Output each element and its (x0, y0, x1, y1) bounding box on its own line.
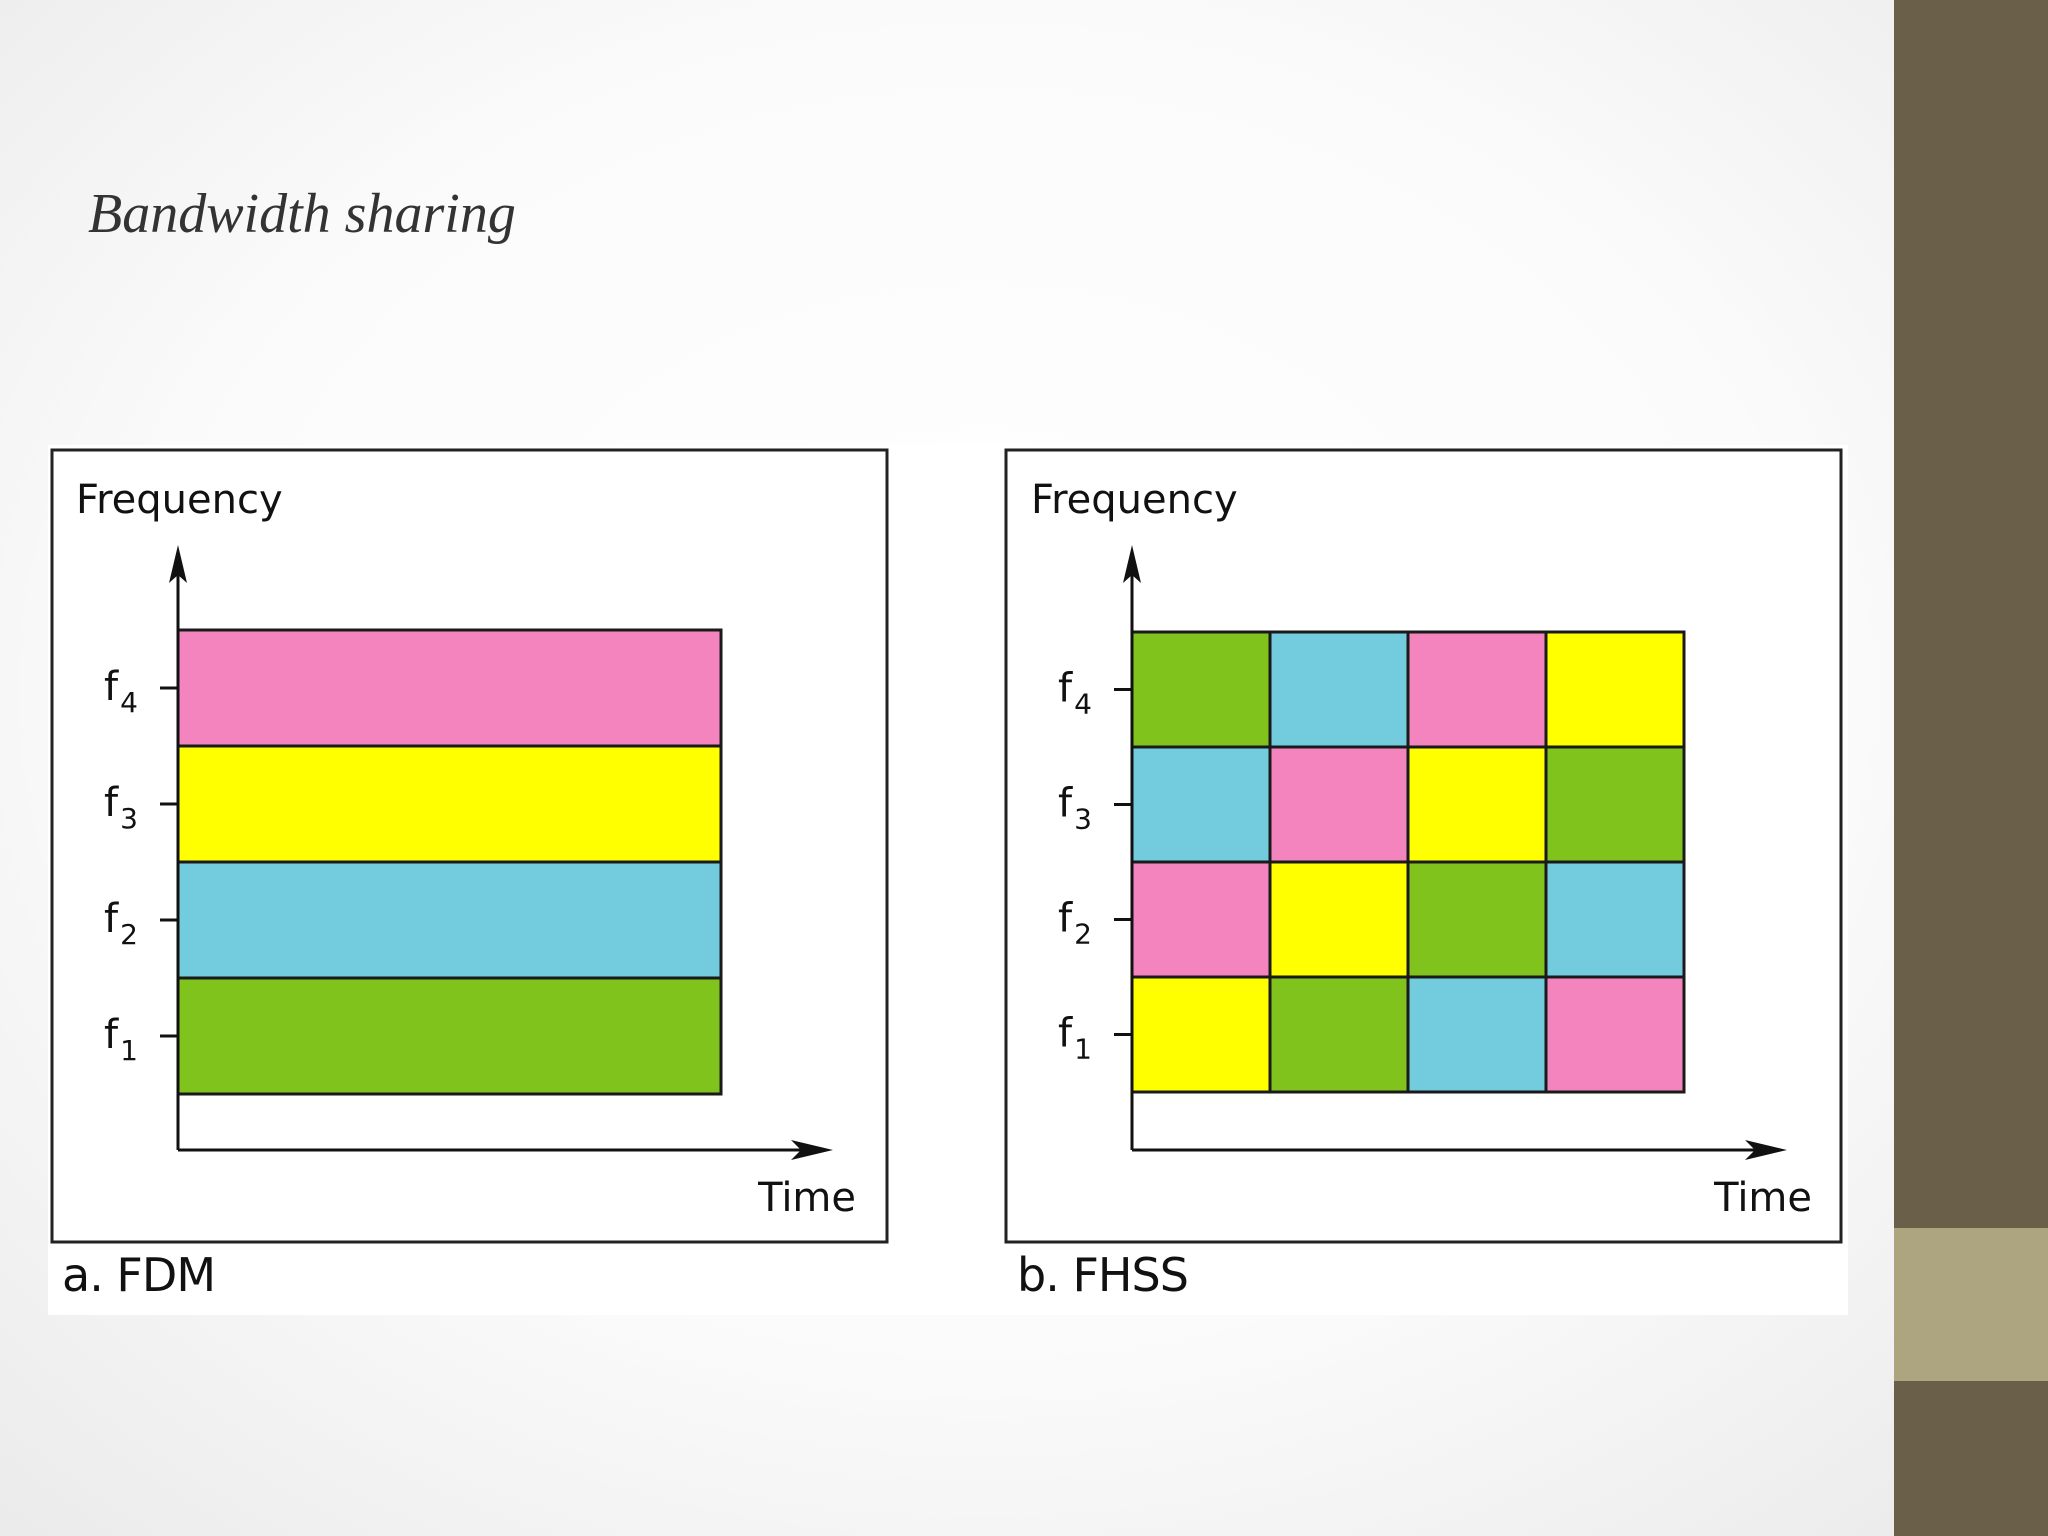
fhss-hop-cell (1544, 860, 1686, 979)
fhss-hop-cell (1406, 975, 1548, 1094)
fdm-band-f2 (176, 860, 723, 980)
fhss-hop-cell (1406, 630, 1548, 749)
fhss-y-axis-label: Frequency (1031, 477, 1238, 523)
fdm-caption: a. FDM (62, 1248, 216, 1302)
fhss-tick-label-f1: f1 (1058, 1011, 1092, 1066)
fdm-band-f4 (176, 628, 723, 748)
fdm-band-f1 (176, 976, 723, 1096)
fhss-hop-cell (1130, 745, 1272, 864)
slide-title: Bandwidth sharing (88, 183, 516, 245)
fdm-tick-label-f2: f2 (104, 896, 138, 951)
side-accent (1894, 1228, 2048, 1381)
fdm-y-axis-label: Frequency (76, 477, 283, 523)
fhss-hop-cell (1268, 745, 1410, 864)
fdm-band-f3 (176, 744, 723, 864)
fdm-tick-label-f3: f3 (104, 780, 138, 835)
fdm-x-arrow (791, 1140, 833, 1160)
fdm-x-axis-label: Time (757, 1175, 856, 1221)
fdm-diagram: Frequency Time f4 f3 f2 f1 (50, 448, 889, 1244)
fhss-x-arrow (1745, 1140, 1787, 1160)
fhss-hop-cell (1406, 860, 1548, 979)
fdm-tick-label-f4: f4 (104, 664, 138, 719)
fhss-y-arrow (1123, 545, 1141, 583)
fhss-hop-cell (1130, 860, 1272, 979)
fhss-hop-cell (1130, 975, 1272, 1094)
fhss-hop-cell (1544, 745, 1686, 864)
fhss-tick-label-f3: f3 (1058, 781, 1092, 836)
fhss-hop-cell (1544, 975, 1686, 1094)
fhss-hop-cell (1268, 630, 1410, 749)
fhss-tick-label-f4: f4 (1058, 666, 1092, 721)
fhss-tick-label-f2: f2 (1058, 896, 1092, 951)
fdm-y-arrow (169, 545, 187, 583)
fhss-hop-cell (1544, 630, 1686, 749)
fhss-x-axis-label: Time (1713, 1175, 1812, 1221)
fhss-hop-cell (1268, 860, 1410, 979)
fhss-hop-cell (1406, 745, 1548, 864)
fhss-diagram: Frequency Time f4 f3 f2 f1 (1004, 448, 1843, 1244)
fhss-hop-cell (1130, 630, 1272, 749)
fhss-caption: b. FHSS (1017, 1248, 1189, 1302)
fdm-tick-label-f1: f1 (104, 1012, 138, 1067)
fhss-hop-cell (1268, 975, 1410, 1094)
